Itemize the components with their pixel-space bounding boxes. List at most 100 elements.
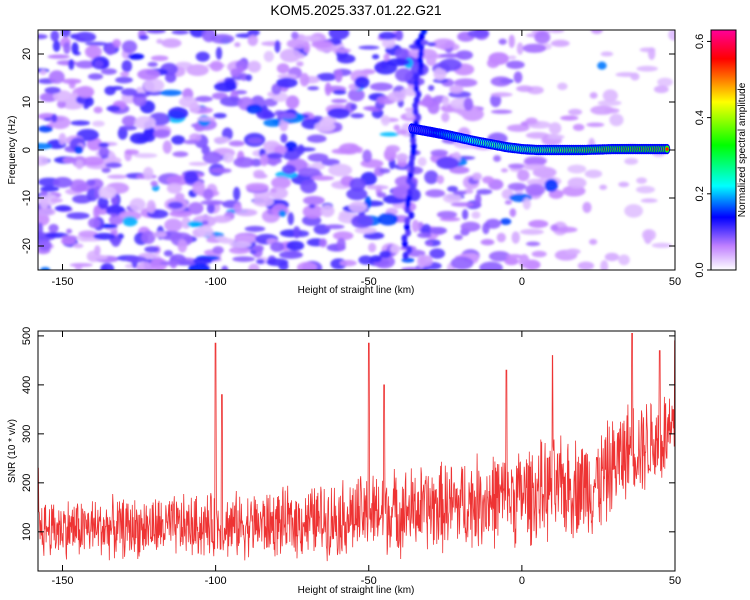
noise-blob [525, 117, 538, 125]
noise-blob [215, 46, 223, 60]
noise-blob [88, 217, 101, 229]
noise-blob [189, 102, 201, 113]
noise-blob [232, 256, 255, 263]
noise-blob [433, 67, 447, 81]
noise-blob [245, 182, 269, 192]
noise-blob [548, 30, 565, 34]
noise-blob [63, 42, 71, 54]
noise-blob [40, 266, 51, 270]
y-tick-label: 0 [21, 147, 33, 153]
noise-blob [508, 55, 517, 60]
noise-blob [145, 90, 163, 96]
noise-streak [410, 147, 417, 156]
noise-blob [253, 169, 265, 178]
noise-blob [630, 72, 640, 81]
noise-blob [350, 103, 358, 111]
noise-blob [640, 198, 658, 203]
noise-blob [98, 186, 117, 199]
noise-blob [252, 196, 274, 207]
noise-blob [52, 90, 72, 103]
chart-title: KOM5.2025.337.01.22.G21 [270, 2, 441, 18]
noise-blob [93, 106, 103, 114]
noise-blob [200, 200, 225, 206]
colorbar-tick-label: 0.0 [694, 262, 706, 277]
noise-blob [153, 129, 171, 139]
noise-blob [233, 186, 241, 201]
noise-blob [651, 242, 672, 249]
noise-blob [54, 205, 72, 212]
noise-blob [40, 186, 60, 192]
x-tick-label: -150 [51, 575, 73, 587]
noise-blob [424, 170, 439, 185]
noise-blob [92, 120, 105, 127]
noise-blob [125, 255, 147, 263]
noise-blob [604, 107, 620, 114]
y-tick-label: 20 [21, 48, 33, 60]
noise-blob [174, 192, 185, 201]
colorbar-label: Normalized spectral amplitude [737, 82, 748, 217]
noise-blob [214, 81, 237, 92]
noise-blob [82, 156, 104, 166]
noise-blob [120, 71, 130, 77]
noise-blob [385, 144, 400, 153]
noise-blob [186, 64, 209, 76]
noise-blob [544, 178, 559, 192]
noise-blob [221, 265, 229, 270]
noise-blob [324, 82, 332, 96]
noise-blob [432, 38, 456, 50]
colorbar-tick-label: 0.6 [694, 34, 706, 49]
noise-blob [270, 187, 277, 193]
noise-blob [350, 214, 373, 229]
noise-blob [348, 201, 368, 213]
snr-panel: -150 -100 -50 0 50 100 200 300 400 500 Height of… [7, 327, 681, 596]
noise-blob [245, 74, 253, 82]
noise-blob [212, 246, 224, 255]
noise-blob [307, 153, 329, 162]
x-tick-label: -100 [205, 575, 227, 587]
noise-blob [597, 61, 607, 70]
noise-blob [534, 30, 551, 44]
noise-blob [567, 177, 587, 189]
noise-blob [306, 134, 327, 143]
noise-blob [401, 257, 415, 263]
noise-blob [379, 250, 392, 259]
noise-blob [400, 267, 423, 270]
noise-blob [38, 208, 56, 216]
noise-blob [66, 212, 90, 220]
noise-blob [98, 146, 110, 159]
noise-blob [281, 148, 301, 161]
noise-blob [347, 88, 365, 102]
noise-blob [387, 91, 406, 102]
noise-blob [132, 92, 150, 98]
noise-blob [69, 179, 88, 193]
colorbar: 0.0 0.2 0.4 0.6 Normalized spectral amplitu… [694, 29, 748, 278]
y-tick-label: 200 [21, 474, 33, 492]
noise-streak [404, 217, 411, 226]
noise-blob [525, 241, 541, 247]
noise-blob [164, 72, 177, 83]
noise-blob [648, 47, 656, 60]
noise-blob [452, 190, 467, 196]
noise-blob [188, 202, 204, 215]
noise-blob [247, 34, 259, 47]
noise-streak [413, 78, 420, 87]
noise-blob [201, 220, 209, 225]
noise-blob [291, 31, 299, 40]
noise-blob [396, 129, 408, 135]
noise-blob [286, 240, 305, 251]
noise-streak [406, 245, 413, 254]
noise-blob [550, 39, 570, 47]
noise-blob [482, 222, 490, 235]
noise-blob [144, 246, 160, 253]
noise-blob [50, 198, 63, 203]
noise-blob [338, 143, 360, 155]
noise-blob [589, 238, 598, 245]
noise-blob [121, 40, 138, 54]
noise-blob [44, 86, 61, 94]
noise-blob [525, 183, 546, 196]
noise-blob [105, 205, 125, 214]
noise-blob [195, 95, 213, 103]
noise-blob [213, 136, 230, 144]
noise-streak [418, 50, 425, 58]
noise-blob [321, 158, 340, 166]
